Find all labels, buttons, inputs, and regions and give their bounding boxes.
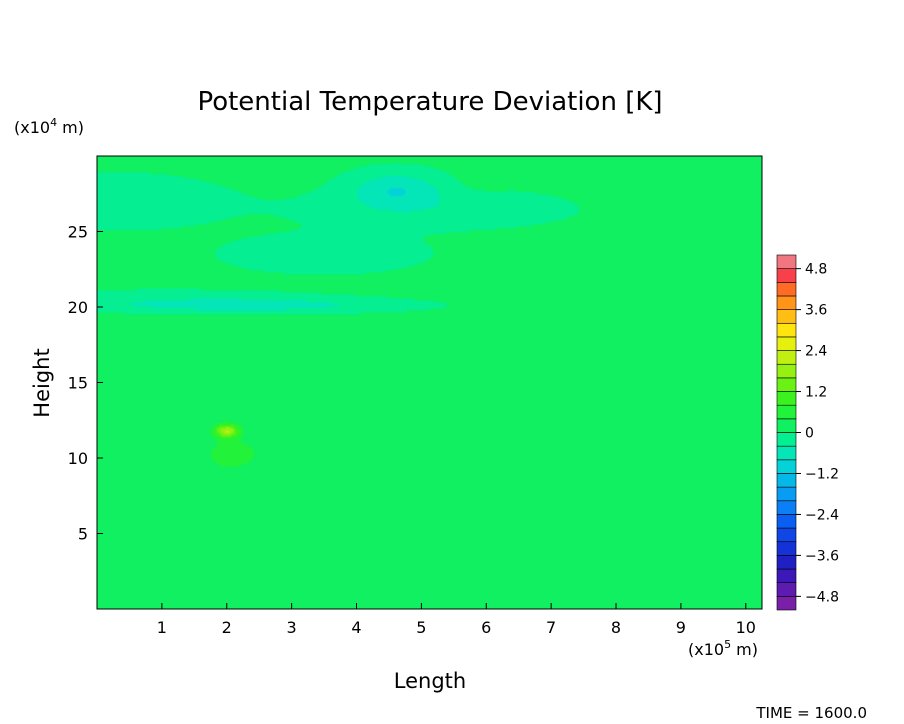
colorbar-tick-label: 2.4 [805,344,827,360]
colorbar-segment [776,254,797,269]
colorbar-segment [776,473,797,488]
colorbar-tick-label: −4.8 [805,589,839,605]
y-tick-label: 25 [68,223,88,242]
colorbar-segment [776,418,797,433]
heatmap-field [97,156,762,609]
colorbar-segment [776,486,797,502]
time-label: TIME = 1600.0 [755,704,867,722]
y-tick-label: 5 [78,525,88,544]
colorbar [776,254,797,611]
colorbar-tick-label: −1.2 [805,466,839,482]
x-tick-label: 6 [481,618,491,637]
chart-title: Potential Temperature Deviation [K] [197,87,662,117]
x-tick-label: 3 [287,618,297,637]
colorbar-segment [776,432,797,447]
x-axis-label: Length [394,669,466,693]
colorbar-segment [776,282,797,297]
x-tick-label: 2 [222,618,232,637]
colorbar-segment [776,391,797,406]
colorbar-tick-label: 4.8 [805,262,827,278]
x-tick-label: 9 [676,618,686,637]
colorbar-segment [776,527,797,543]
colorbar-segment [776,500,797,515]
colorbar-segment [776,582,797,597]
colorbar-segment [776,555,797,570]
x-tick-label: 1 [157,618,167,637]
colorbar-segment [776,322,797,338]
x-tick-label: 10 [736,618,756,637]
x-tick-label: 5 [416,618,426,637]
x-axis: 1 2 3 4 5 6 7 8 9 10 [157,603,756,637]
x-tick-label: 4 [351,618,361,637]
plot-area [96,155,763,610]
colorbar-ticks: 4.8 3.6 2.4 1.2 0 −1.2 −2.4 −3.6 −4.8 [796,262,839,605]
colorbar-segment [776,568,797,583]
y-unit-label: (x104 m) [14,116,84,137]
y-tick-label: 20 [68,298,88,317]
colorbar-segment [776,377,797,392]
colorbar-segment [776,459,797,474]
colorbar-segment [776,350,797,365]
y-tick-label: 10 [68,449,88,468]
y-axis-label: Height [30,348,54,417]
colorbar-segment [776,596,797,611]
colorbar-tick-label: 3.6 [805,303,827,319]
colorbar-segment [776,295,797,310]
colorbar-segment [776,541,797,556]
colorbar-segment [776,268,797,283]
y-tick-label: 15 [68,374,88,393]
colorbar-tick-label: 1.2 [805,385,827,401]
colorbar-tick-label: −2.4 [805,507,839,523]
colorbar-segment [776,445,797,461]
colorbar-segment [776,336,797,351]
x-tick-label: 8 [611,618,621,637]
x-unit-label: (x105 m) [688,638,758,659]
colorbar-tick-label: −3.6 [805,548,839,564]
y-axis: 5 10 15 20 25 [68,223,103,544]
colorbar-segment [776,363,797,379]
colorbar-tick-label: 0 [805,426,814,442]
colorbar-segment [776,514,797,529]
colorbar-segment [776,309,797,324]
colorbar-segment [776,404,797,420]
x-tick-label: 7 [546,618,556,637]
